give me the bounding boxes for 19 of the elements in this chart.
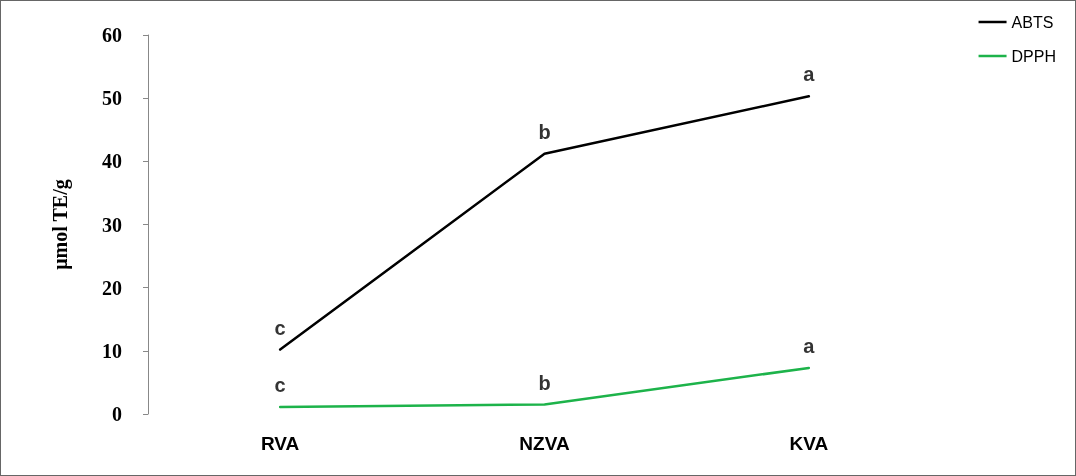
y-tick-label: 40 xyxy=(102,150,122,173)
x-tick-label: RVA xyxy=(260,433,300,454)
legend-label: DPPH xyxy=(1011,47,1056,65)
y-tick-label: 20 xyxy=(102,276,122,299)
annotation: c xyxy=(274,374,286,397)
annotation: a xyxy=(803,63,816,86)
x-tick-label: KVA xyxy=(789,433,829,454)
y-tick-label: 30 xyxy=(102,213,122,236)
x-tick-label: NZVA xyxy=(519,433,570,454)
y-tick-label: 60 xyxy=(102,24,122,46)
annotation: c xyxy=(274,316,286,339)
y-tick-label: 50 xyxy=(102,87,122,110)
annotation: a xyxy=(803,334,816,357)
y-tick-label: 10 xyxy=(102,339,122,362)
legend-label: ABTS xyxy=(1011,13,1054,31)
annotation: b xyxy=(538,120,551,143)
annotation: b xyxy=(538,371,551,394)
y-tick-label: 0 xyxy=(112,403,122,425)
y-axis-title: μmol TE/g xyxy=(49,179,72,270)
